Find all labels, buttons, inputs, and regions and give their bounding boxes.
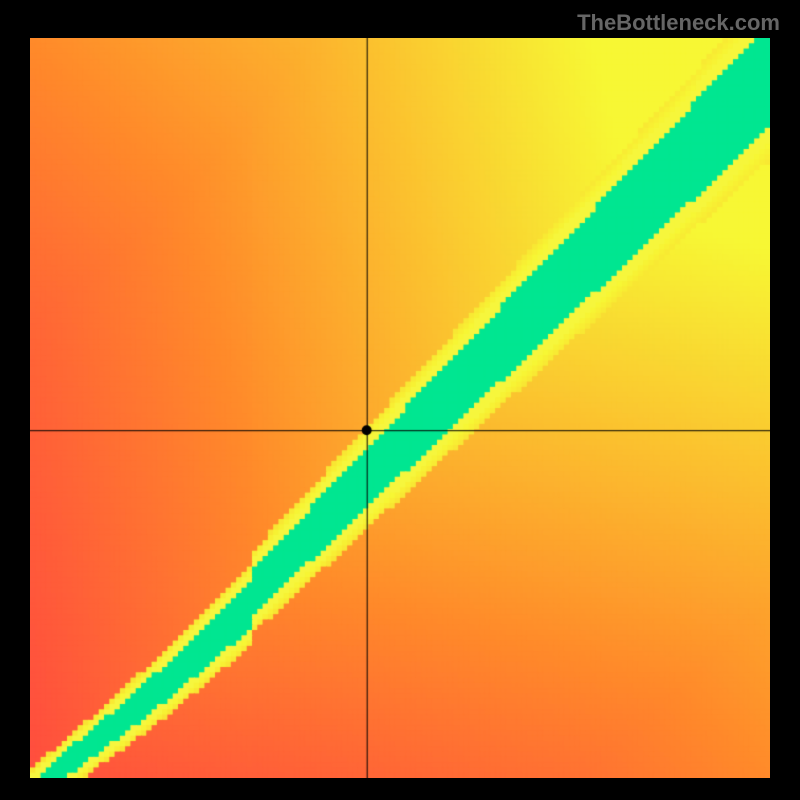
chart-container: TheBottleneck.com bbox=[0, 0, 800, 800]
watermark-text: TheBottleneck.com bbox=[577, 10, 780, 36]
heatmap-plot bbox=[30, 38, 770, 778]
